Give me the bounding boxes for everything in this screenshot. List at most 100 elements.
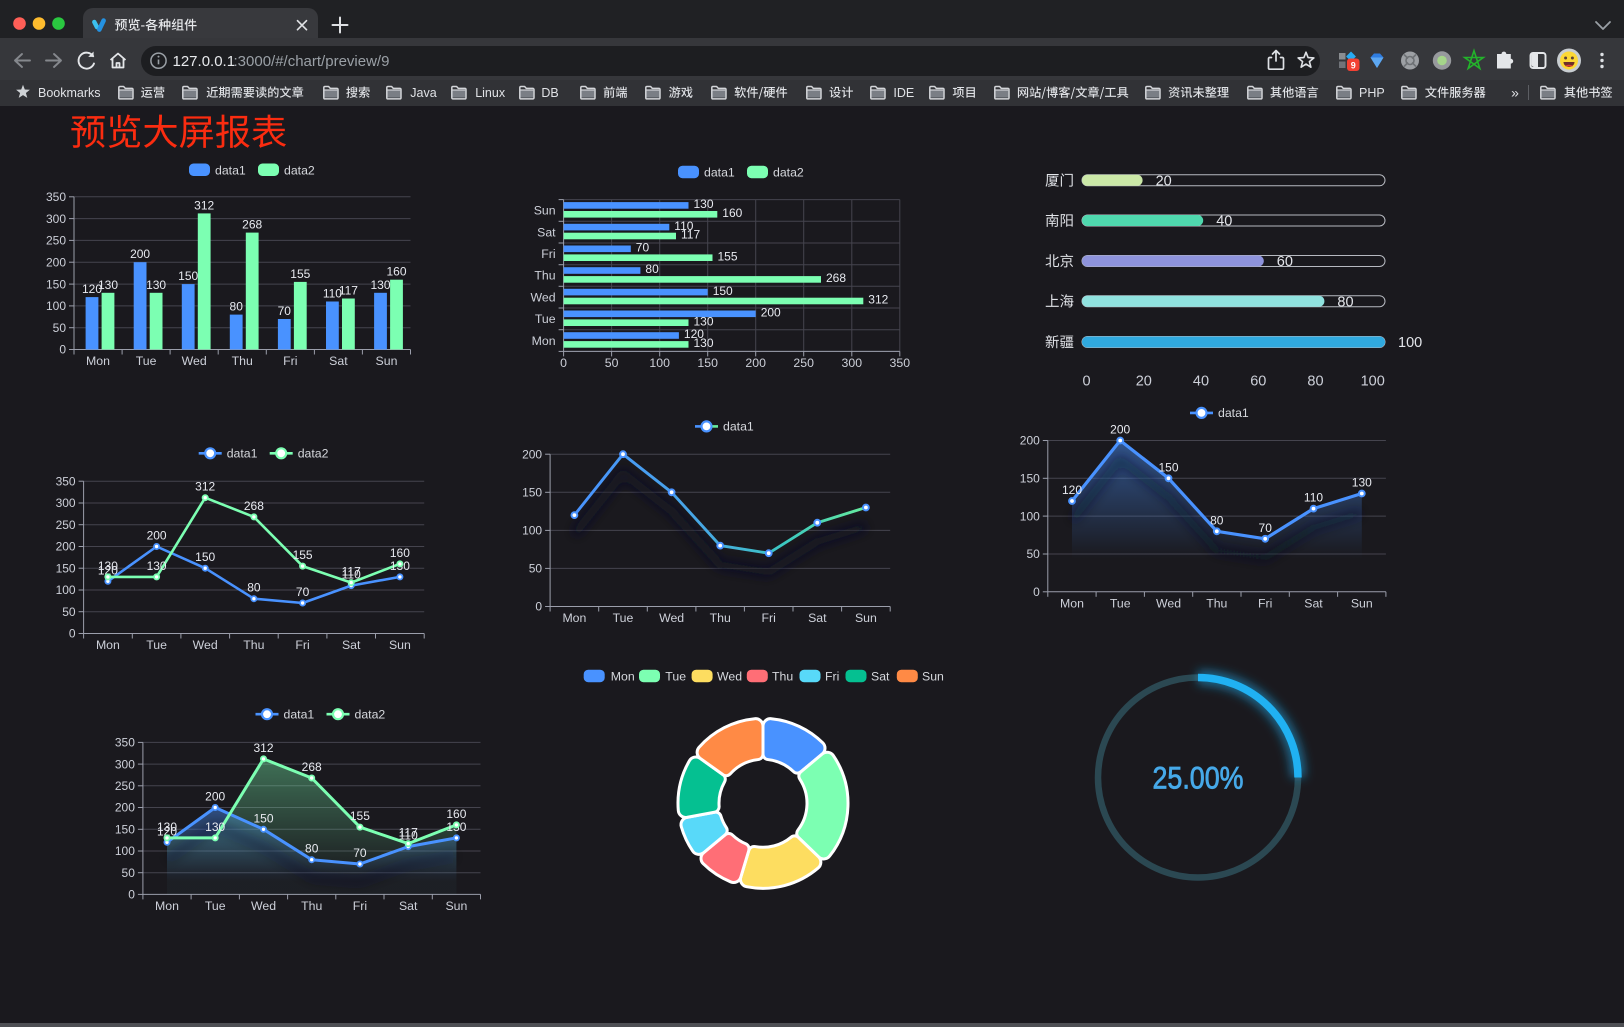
svg-text:Sat: Sat <box>1304 596 1323 610</box>
svg-text:Sun: Sun <box>376 354 398 368</box>
svg-text:130: 130 <box>146 278 166 292</box>
svg-text:110: 110 <box>674 219 693 233</box>
svg-text:Thu: Thu <box>710 611 731 625</box>
svg-text:80: 80 <box>645 262 659 276</box>
svg-text:120: 120 <box>684 327 704 341</box>
svg-text:160: 160 <box>386 265 406 279</box>
svg-text:130: 130 <box>98 278 118 292</box>
svg-text:300: 300 <box>46 212 66 226</box>
svg-text:70: 70 <box>296 585 310 599</box>
svg-text:data1: data1 <box>1218 406 1249 420</box>
svg-text:70: 70 <box>636 241 650 255</box>
svg-text:Mon: Mon <box>1060 596 1084 610</box>
svg-text:Mon: Mon <box>96 638 120 652</box>
svg-text:200: 200 <box>761 306 781 320</box>
svg-text:Sun: Sun <box>534 204 556 218</box>
svg-text:150: 150 <box>1158 460 1178 474</box>
svg-text:Sat: Sat <box>329 354 348 368</box>
svg-text:Wed: Wed <box>251 899 276 913</box>
svg-text:Sun: Sun <box>1351 596 1373 610</box>
svg-text:155: 155 <box>718 249 738 263</box>
svg-text:130: 130 <box>157 820 177 834</box>
svg-text:120: 120 <box>1062 483 1082 497</box>
svg-text:80: 80 <box>230 300 244 314</box>
svg-text:0: 0 <box>69 627 76 641</box>
svg-text:Tue: Tue <box>146 638 167 652</box>
svg-text:200: 200 <box>56 540 76 554</box>
svg-text:160: 160 <box>390 546 410 560</box>
svg-text:data2: data2 <box>298 447 329 461</box>
svg-text:130: 130 <box>1352 476 1372 490</box>
svg-text:200: 200 <box>130 247 150 261</box>
svg-text:25.00%: 25.00% <box>1153 760 1244 796</box>
svg-text:150: 150 <box>178 269 198 283</box>
svg-text:80: 80 <box>1307 374 1323 390</box>
svg-text:20: 20 <box>1156 174 1172 190</box>
svg-text:268: 268 <box>244 499 264 513</box>
svg-text:350: 350 <box>890 356 911 370</box>
svg-text:data1: data1 <box>227 447 258 461</box>
svg-text:120: 120 <box>157 824 177 838</box>
svg-text:200: 200 <box>1020 434 1040 448</box>
svg-text:70: 70 <box>1259 521 1273 535</box>
svg-text:50: 50 <box>62 605 76 619</box>
svg-text:117: 117 <box>681 228 700 242</box>
svg-text:Thu: Thu <box>232 354 253 368</box>
svg-text:Wed: Wed <box>717 670 742 684</box>
svg-text:100: 100 <box>649 356 670 370</box>
svg-text:120: 120 <box>82 282 102 296</box>
svg-text:0: 0 <box>1083 374 1091 390</box>
svg-text:150: 150 <box>46 277 66 291</box>
svg-text:300: 300 <box>115 757 135 771</box>
svg-text:312: 312 <box>194 198 214 212</box>
svg-text:200: 200 <box>115 801 135 815</box>
svg-text:Mon: Mon <box>155 899 179 913</box>
svg-text:300: 300 <box>56 496 76 510</box>
svg-text:300: 300 <box>842 356 863 370</box>
svg-text:Thu: Thu <box>243 638 264 652</box>
svg-text:data2: data2 <box>284 163 315 177</box>
svg-text:Fri: Fri <box>762 611 776 625</box>
svg-text:IDE: IDE <box>893 86 914 100</box>
svg-text:Tue: Tue <box>1110 596 1131 610</box>
svg-text:Tue: Tue <box>535 312 556 326</box>
svg-text:250: 250 <box>793 356 814 370</box>
svg-text:80: 80 <box>1210 513 1224 527</box>
svg-text:data1: data1 <box>215 163 246 177</box>
svg-text:data2: data2 <box>355 708 386 722</box>
svg-text:100: 100 <box>56 583 76 597</box>
svg-text:200: 200 <box>745 356 766 370</box>
svg-text:130: 130 <box>694 197 714 211</box>
svg-text:data1: data1 <box>704 166 735 180</box>
svg-text:50: 50 <box>53 321 67 335</box>
svg-text:155: 155 <box>350 809 370 823</box>
svg-text:150: 150 <box>253 811 273 825</box>
svg-text:350: 350 <box>46 190 66 204</box>
svg-text:DB: DB <box>541 86 558 100</box>
svg-text:50: 50 <box>1026 547 1040 561</box>
svg-text:50: 50 <box>122 866 136 880</box>
svg-text:200: 200 <box>46 255 66 269</box>
svg-text:Fri: Fri <box>295 638 309 652</box>
svg-text:268: 268 <box>826 271 846 285</box>
svg-text:Tue: Tue <box>665 670 686 684</box>
svg-text:200: 200 <box>522 447 542 461</box>
svg-text:110: 110 <box>399 829 418 843</box>
svg-text:130: 130 <box>205 820 225 834</box>
svg-text:200: 200 <box>1110 423 1130 437</box>
svg-text:110: 110 <box>323 287 342 301</box>
svg-text:80: 80 <box>305 842 319 856</box>
svg-text:150: 150 <box>56 561 76 575</box>
svg-text:Mon: Mon <box>562 611 586 625</box>
svg-text:60: 60 <box>1277 254 1293 270</box>
svg-text:40: 40 <box>1216 214 1232 230</box>
svg-text:Fri: Fri <box>1258 596 1272 610</box>
svg-text:350: 350 <box>115 736 135 750</box>
svg-text:Sun: Sun <box>922 670 944 684</box>
svg-text:Sun: Sun <box>855 611 877 625</box>
svg-text:130: 130 <box>694 314 714 328</box>
svg-text:312: 312 <box>253 741 273 755</box>
svg-text:150: 150 <box>115 823 135 837</box>
svg-text:9: 9 <box>1351 60 1356 70</box>
svg-text:268: 268 <box>242 218 262 232</box>
